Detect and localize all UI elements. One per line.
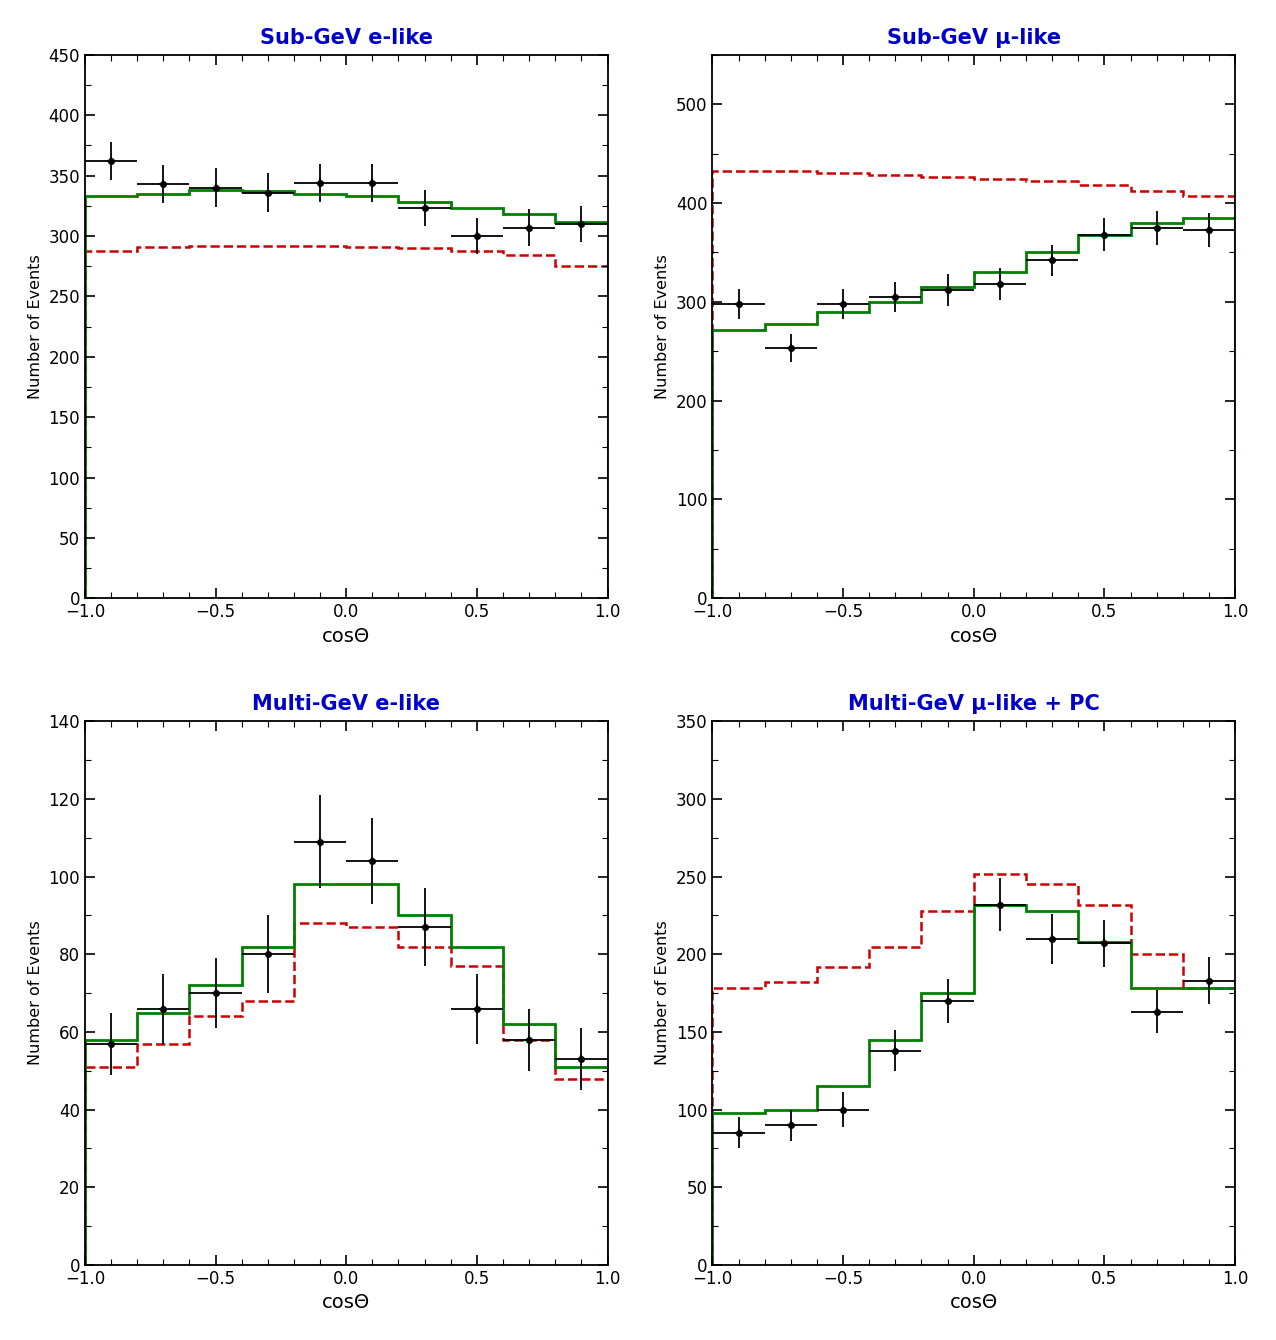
Y-axis label: Number of Events: Number of Events: [28, 921, 43, 1065]
Y-axis label: Number of Events: Number of Events: [28, 255, 43, 399]
Title: Multi-GeV μ-like + PC: Multi-GeV μ-like + PC: [847, 694, 1100, 714]
X-axis label: cosΘ: cosΘ: [949, 627, 998, 646]
Y-axis label: Number of Events: Number of Events: [656, 255, 670, 399]
X-axis label: cosΘ: cosΘ: [322, 627, 370, 646]
Title: Multi-GeV e-like: Multi-GeV e-like: [253, 694, 440, 714]
X-axis label: cosΘ: cosΘ: [322, 1293, 370, 1312]
Y-axis label: Number of Events: Number of Events: [656, 921, 670, 1065]
Title: Sub-GeV μ-like: Sub-GeV μ-like: [887, 28, 1060, 48]
X-axis label: cosΘ: cosΘ: [949, 1293, 998, 1312]
Title: Sub-GeV e-like: Sub-GeV e-like: [260, 28, 433, 48]
